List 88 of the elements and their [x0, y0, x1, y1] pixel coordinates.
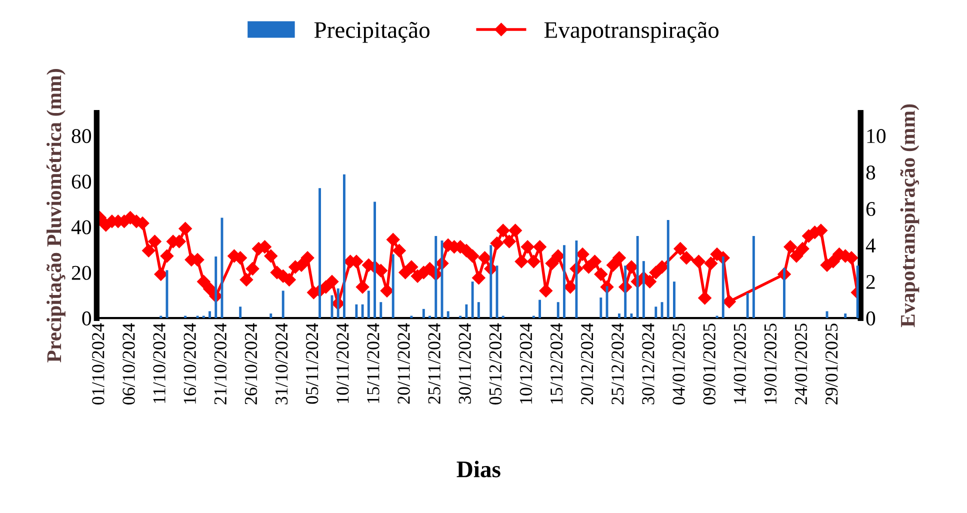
bar [184, 316, 187, 318]
bar [318, 188, 321, 318]
y-tick-label: 40 [71, 220, 92, 234]
bar [446, 311, 450, 318]
x-tick-label: 10/12/2024 [520, 323, 532, 404]
bar [630, 314, 633, 318]
x-tick-label: 05/12/2024 [489, 323, 502, 404]
bar [673, 282, 676, 318]
x-tick-label: 25/11/2024 [428, 323, 440, 404]
bar [422, 308, 425, 318]
x-tick-label: 24/01/2025 [794, 324, 808, 404]
x-tick-label: 29/01/2025 [825, 324, 838, 404]
bar [270, 314, 272, 318]
bar [477, 302, 480, 318]
bar [208, 311, 211, 318]
x-tick-label: 05/11/2024 [306, 323, 318, 404]
x-tick-label: 09/01/2025 [703, 324, 716, 404]
bar [563, 245, 566, 318]
bar [392, 254, 394, 318]
x-tick-label: 20/12/2024 [581, 323, 594, 404]
x-tick-label: 01/10/2024 [92, 323, 104, 404]
bar [367, 290, 370, 318]
y-tick-label: 0 [82, 311, 92, 326]
bar [214, 256, 218, 318]
y2-tick-label: 8 [866, 166, 876, 180]
bar [575, 240, 578, 318]
x-tick-label: 30/12/2024 [642, 323, 654, 404]
x-tick-label: 10/11/2024 [336, 323, 349, 403]
x-axis-title: Dias [456, 460, 500, 478]
y2-tick-label: 10 [867, 129, 886, 144]
x-tick-label: 14/01/2025 [734, 324, 746, 404]
bar [410, 316, 413, 318]
bar [618, 314, 620, 318]
y2-axis-title: Evapotranspiração (mm) [900, 104, 920, 328]
x-tick-label: 19/01/2025 [764, 324, 777, 404]
bar [380, 302, 382, 318]
bar [374, 202, 376, 318]
bar [471, 282, 474, 318]
y-tick-label: 20 [72, 266, 92, 280]
bar [556, 302, 560, 318]
bar [746, 292, 749, 318]
legend-label: Precipitação [314, 22, 430, 43]
bar [538, 300, 541, 318]
x-tick-label: 16/10/2024 [184, 323, 196, 404]
bar [722, 256, 724, 318]
bar [342, 174, 346, 318]
x-tick-label: 26/10/2024 [244, 323, 258, 404]
bar [654, 306, 658, 318]
bar [856, 266, 859, 318]
x-tick-label: 04/01/2025 [672, 324, 685, 404]
bar [239, 306, 242, 318]
bar [636, 236, 639, 318]
bar [434, 236, 438, 318]
y2-tick-label: 0 [866, 311, 876, 326]
y-tick-label: 80 [72, 129, 92, 144]
bar [532, 316, 535, 318]
bar [196, 316, 199, 318]
bar [361, 304, 364, 318]
bar [282, 290, 284, 318]
bar [355, 304, 358, 318]
bar [783, 268, 786, 318]
bar [666, 220, 670, 318]
x-tick-label: 20/11/2024 [398, 323, 410, 404]
bar [844, 314, 847, 318]
y-axis-title: Precipitação Pluviométrica (mm) [46, 69, 66, 362]
y2-tick-label: 6 [866, 202, 876, 216]
x-tick-label: 31/10/2024 [275, 323, 288, 404]
bar [490, 245, 492, 318]
bar [752, 236, 755, 318]
x-tick-label: 11/10/2024 [153, 323, 166, 403]
bar [459, 316, 462, 318]
y2-tick-label: 2 [866, 275, 875, 289]
legend-label: Evapotranspiração [544, 22, 719, 43]
bar [428, 316, 431, 318]
x-tick-label: 06/10/2024 [122, 323, 135, 404]
x-tick-label: 21/10/2024 [214, 323, 227, 404]
x-tick-label: 15/12/2024 [550, 323, 563, 404]
bar [160, 316, 162, 318]
bar [600, 298, 602, 318]
bar [465, 304, 468, 318]
bar [502, 316, 504, 318]
bar [202, 316, 205, 318]
x-tick-label: 30/11/2024 [458, 323, 471, 404]
x-tick-label: 25/12/2024 [612, 323, 624, 404]
y-tick-label: 60 [72, 174, 92, 189]
y2-tick-label: 4 [866, 238, 876, 252]
x-tick-label: 15/11/2024 [367, 323, 380, 403]
bar [624, 266, 627, 318]
